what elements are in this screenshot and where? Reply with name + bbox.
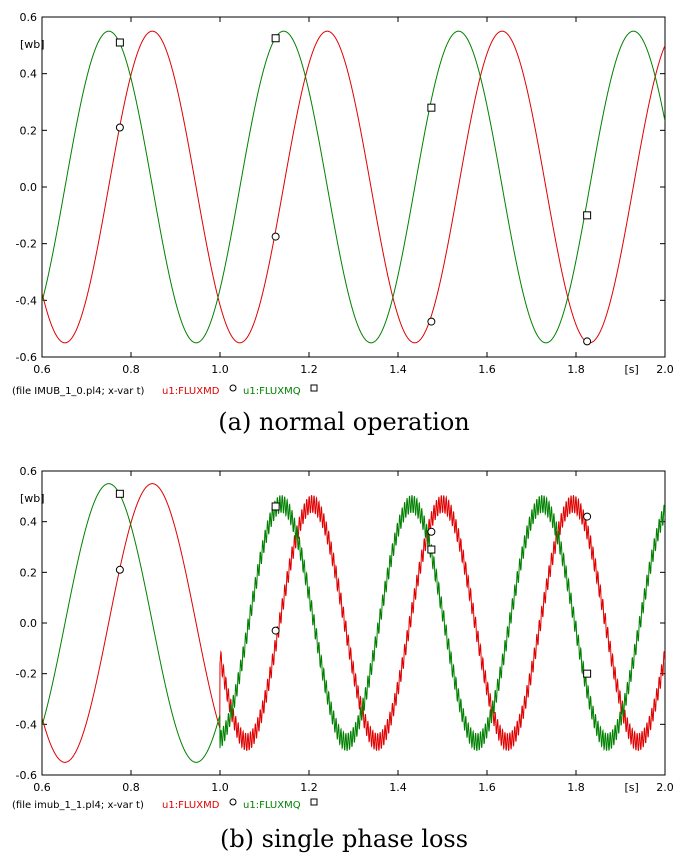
legend-square-icon [310,798,318,806]
y-axis-label: [wb] [20,492,45,505]
file-label: (file IMUB_1_0.pl4; x-var t) [12,386,145,397]
fluxmd-marker [271,626,280,635]
x-tick-label: 0.6 [33,363,51,376]
x-tick-label: 2.0 [656,363,674,376]
x-tick-label: 1.4 [389,363,407,376]
fluxmd-marker [427,527,436,536]
file-label: (file imub_1_1.pl4; x-var t) [12,800,144,811]
chart-caption: (b) single phase loss [220,825,468,853]
x-tick-label: 0.8 [122,363,140,376]
y-tick-label: 0.4 [20,68,38,81]
legend-circle-icon [229,384,237,392]
y-tick-label: 0.6 [20,11,38,24]
x-tick-label: 1.6 [478,781,496,794]
x-axis-label: [s] [624,781,638,794]
y-tick-label: -0.2 [16,668,37,681]
fluxmq-marker [115,38,124,47]
x-tick-label: 0.8 [122,781,140,794]
fluxmd-marker [271,232,280,241]
plot-frame [41,16,666,358]
x-tick-label: 1.2 [300,363,318,376]
x-axis-label: [s] [624,363,638,376]
x-tick-label: 2.0 [656,781,674,794]
chart-b: 0.60.40.20.0-0.2-0.4-0.60.6 0.8 1.0 1.2 1.4 1… [12,465,674,853]
fluxmq-marker [427,103,436,112]
series-line-fluxmq [42,483,665,763]
y-tick-label: 0.0 [20,181,38,194]
fluxmq-marker [271,502,280,511]
fluxmd-marker [583,337,592,346]
fluxmd-marker [583,512,592,521]
x-tick-label: 1.2 [300,781,318,794]
y-tick-label: -0.6 [16,769,37,782]
y-tick-label: 0.6 [20,465,38,478]
y-tick-label: -0.4 [16,294,37,307]
fluxmq-marker [583,211,592,220]
legend-square-icon [310,384,318,392]
y-tick-label: 0.2 [20,124,38,137]
legend-circle-icon [229,798,237,806]
y-tick-label: 0.2 [20,566,38,579]
y-tick-label: 0.4 [20,516,38,529]
legend-fluxmq: u1:FLUXMQ [243,800,301,811]
legend-fluxmd: u1:FLUXMD [162,800,220,811]
fluxmd-marker [427,317,436,326]
fluxmd-marker [115,565,124,574]
x-tick-label: 1.8 [567,781,585,794]
series-line-fluxmq [42,30,665,344]
y-tick-label: -0.6 [16,351,37,364]
y-tick-label: -0.4 [16,718,37,731]
x-tick-label: 0.6 [33,781,51,794]
x-tick-label: 1.0 [211,781,229,794]
legend-fluxmq: u1:FLUXMQ [243,386,301,397]
series-line-fluxmd [42,30,665,344]
y-axis-label: [wb] [20,38,45,51]
y-tick-label: -0.2 [16,238,37,251]
fluxmq-marker [583,669,592,678]
fluxmq-marker [427,545,436,554]
y-tick-label: 0.0 [20,617,38,630]
fluxmq-marker [271,34,280,43]
fluxmq-marker [115,489,124,498]
x-tick-label: 1.8 [567,363,585,376]
legend-fluxmd: u1:FLUXMD [162,386,220,397]
series-line-fluxmd [42,483,665,763]
chart-caption: (a) normal operation [218,408,469,436]
x-tick-label: 1.0 [211,363,229,376]
x-tick-label: 1.6 [478,363,496,376]
chart-a: 0.60.40.20.0-0.2-0.4-0.60.6 0.8 1.0 1.2 1.4 1… [12,11,674,436]
fluxmd-marker [115,123,124,132]
x-tick-label: 1.4 [389,781,407,794]
